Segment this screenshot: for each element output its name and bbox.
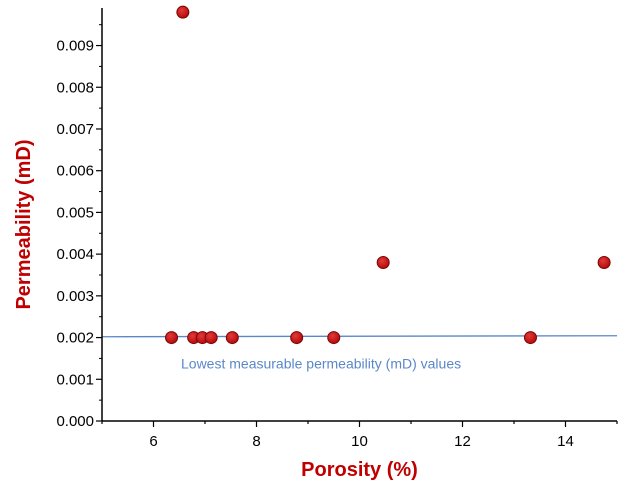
reference-line xyxy=(101,335,618,338)
data-point xyxy=(176,5,190,19)
data-point xyxy=(225,331,239,345)
y-tick-label: 0.004 xyxy=(56,246,94,263)
y-tick-label: 0.000 xyxy=(56,413,94,430)
y-axis-title: Permeability (mD) xyxy=(13,139,35,309)
x-tick-label: 14 xyxy=(557,433,574,450)
y-tick-label: 0.009 xyxy=(56,38,94,55)
data-point xyxy=(327,331,341,345)
reference-line-group: Lowest measurable permeability (mD) valu… xyxy=(101,335,618,372)
data-point xyxy=(290,331,304,345)
y-ticks: 0.000 0.001 0.002 0.003 0.004 0.005 0.006 0.007… xyxy=(56,24,102,430)
reference-line-label: Lowest measurable permeability (mD) valu… xyxy=(181,356,461,372)
x-tick-label: 6 xyxy=(149,433,157,450)
x-tick-label: 10 xyxy=(351,433,368,450)
y-tick-label: 0.001 xyxy=(56,371,94,388)
y-tick-label: 0.002 xyxy=(56,330,94,347)
y-tick-label: 0.005 xyxy=(56,204,94,221)
y-tick-label: 0.008 xyxy=(56,79,94,96)
x-axis-title: Porosity (%) xyxy=(301,459,418,481)
data-point xyxy=(165,331,179,345)
x-tick-label: 12 xyxy=(454,433,471,450)
data-point xyxy=(523,331,537,345)
x-ticks: 6 8 10 12 14 xyxy=(101,421,618,450)
y-tick-label: 0.003 xyxy=(56,288,94,305)
y-tick-label: 0.007 xyxy=(56,121,94,138)
x-tick-label: 8 xyxy=(252,433,260,450)
data-point xyxy=(376,255,390,269)
y-tick-label: 0.006 xyxy=(56,163,94,180)
data-points xyxy=(165,5,611,345)
data-point xyxy=(204,331,218,345)
data-point xyxy=(597,255,611,269)
